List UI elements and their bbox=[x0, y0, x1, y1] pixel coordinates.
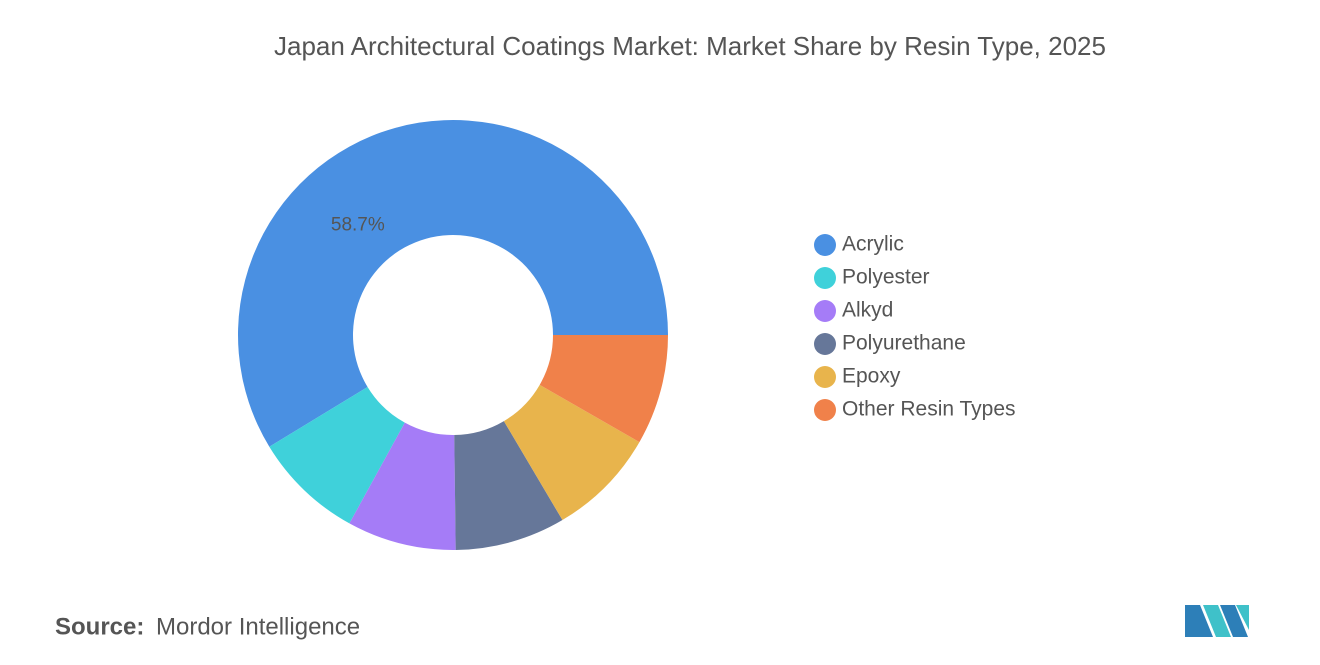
donut-slice bbox=[349, 422, 456, 550]
logo bbox=[1185, 605, 1249, 637]
source-label: Source: bbox=[55, 613, 144, 640]
legend-label: Alkyd bbox=[842, 299, 893, 322]
legend-swatch bbox=[814, 399, 836, 421]
legend-label: Other Resin Types bbox=[842, 398, 1016, 421]
legend-label: Polyester bbox=[842, 266, 930, 289]
data-label: 58.7% bbox=[331, 215, 385, 236]
source-text: Mordor Intelligence bbox=[156, 613, 360, 640]
chart-title: Japan Architectural Coatings Market: Mar… bbox=[274, 31, 1106, 61]
donut-slice bbox=[269, 386, 405, 524]
legend-label: Acrylic bbox=[842, 233, 904, 256]
legend-label: Epoxy bbox=[842, 365, 901, 388]
legend-swatch bbox=[814, 267, 836, 289]
donut-slice bbox=[238, 120, 668, 447]
legend: Acrylic Polyester Alkyd Polyurethane Epoxy Ot… bbox=[814, 233, 1016, 421]
donut-slice bbox=[539, 335, 668, 443]
legend-swatch bbox=[814, 333, 836, 355]
donut-slice bbox=[503, 384, 640, 521]
legend-label: Polyurethane bbox=[842, 332, 966, 355]
donut: 58.7% bbox=[238, 120, 668, 550]
legend-swatch bbox=[814, 234, 836, 256]
legend-swatch bbox=[814, 366, 836, 388]
legend-swatch bbox=[814, 300, 836, 322]
donut-slice bbox=[454, 421, 563, 550]
